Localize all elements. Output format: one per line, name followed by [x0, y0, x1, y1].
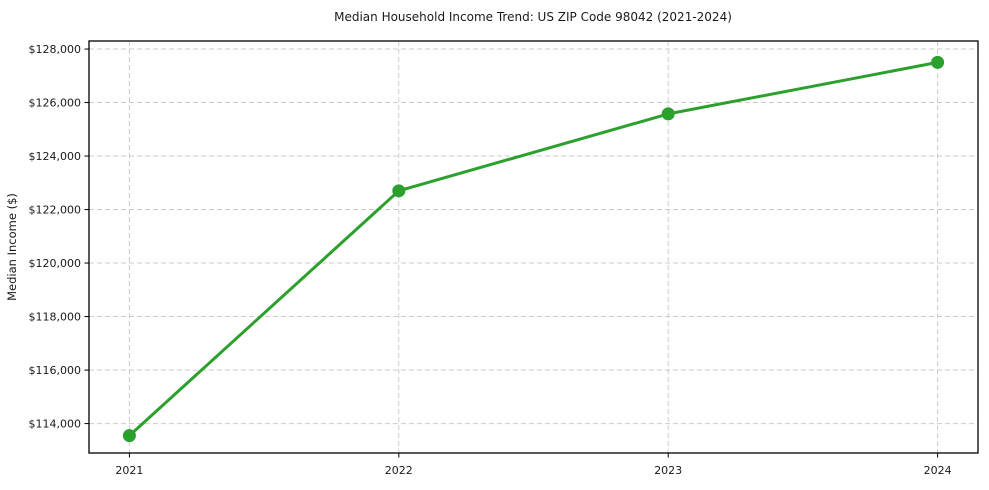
data-point — [392, 184, 406, 198]
chart-title: Median Household Income Trend: US ZIP Co… — [334, 10, 732, 24]
y-tick-label: $128,000 — [29, 43, 82, 56]
y-tick-label: $114,000 — [29, 418, 82, 431]
y-tick-label: $122,000 — [29, 204, 82, 217]
grid-layer — [89, 41, 978, 453]
data-point — [122, 429, 136, 443]
y-tick-label: $124,000 — [29, 150, 82, 163]
plot-border — [88, 40, 979, 454]
y-axis-label: Median Income ($) — [5, 193, 19, 301]
data-point — [661, 107, 675, 121]
x-tick-label: 2021 — [115, 464, 143, 477]
y-tick-label: $118,000 — [29, 311, 82, 324]
x-tick-label: 2024 — [924, 464, 952, 477]
y-tick-label: $120,000 — [29, 257, 82, 270]
x-tick-label: 2022 — [385, 464, 413, 477]
income-series — [122, 55, 945, 443]
axes-layer: $114,000 $116,000 $118,000 $120,000 $122,000… — [29, 40, 979, 477]
y-tick-label: $126,000 — [29, 97, 82, 110]
y-tick-label: $116,000 — [29, 364, 82, 377]
x-tick-label: 2023 — [654, 464, 682, 477]
trend-line — [127, 60, 940, 438]
data-point — [931, 55, 945, 69]
